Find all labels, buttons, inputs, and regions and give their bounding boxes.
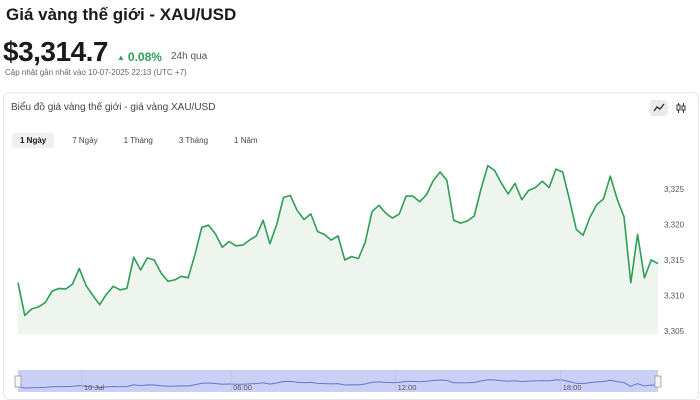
up-arrow-icon: ▲	[117, 52, 125, 62]
tab-1-year[interactable]: 1 Năm	[234, 136, 258, 145]
y-axis-tick-label: 3,320	[664, 221, 685, 230]
candlestick-chart-button[interactable]	[672, 100, 690, 116]
navigator-tick-label: 18:00	[563, 383, 582, 392]
navigator-left-handle[interactable]	[14, 375, 22, 388]
navigator-right-handle[interactable]	[654, 375, 662, 388]
price-change-value: 0.08%	[127, 50, 162, 64]
chart-navigator[interactable]: 10 Jul 06:00 12:00 18:00	[0, 368, 700, 400]
page-title: Giá vàng thế giới - XAU/USD	[6, 5, 237, 24]
price-line	[17, 164, 659, 317]
last-updated: Cập nhật gần nhất vào 10-07-2025 22:13 (…	[5, 68, 187, 77]
current-price: $3,314.7	[3, 36, 109, 67]
price-area	[18, 165, 658, 335]
tab-1-month[interactable]: 1 Tháng	[123, 136, 153, 145]
tab-7-days[interactable]: 7 Ngày	[72, 136, 98, 145]
line-chart-icon	[653, 103, 665, 112]
tab-1-day[interactable]: 1 Ngày	[12, 133, 55, 148]
navigator-tick-label: 12:00	[398, 383, 417, 392]
y-axis-tick-label: 3,315	[664, 256, 685, 265]
time-range-tabs: 1 Ngày 7 Ngày 1 Tháng 3 Tháng 1 Năm	[12, 133, 276, 148]
candlestick-chart-icon	[676, 103, 686, 113]
price-change: ▲ 0.08%	[117, 50, 162, 64]
y-axis-tick-label: 3,310	[664, 292, 685, 301]
y-axis-tick-label: 3,305	[664, 327, 685, 336]
price-change-period: 24h qua	[171, 51, 208, 62]
navigator-line	[17, 379, 659, 389]
line-chart-button[interactable]	[650, 100, 668, 116]
navigator-tick-label: 06:00	[233, 383, 252, 392]
price-chart[interactable]: 3,305 3,310 3,315 3,320 3,325	[0, 155, 700, 400]
chart-card-title: Biểu đồ giá vàng thế giới - giá vàng XAU…	[11, 102, 216, 113]
tab-3-months[interactable]: 3 Tháng	[178, 136, 209, 145]
navigator-tick-label: 10 Jul	[84, 383, 104, 392]
y-axis-tick-label: 3,325	[664, 185, 685, 194]
